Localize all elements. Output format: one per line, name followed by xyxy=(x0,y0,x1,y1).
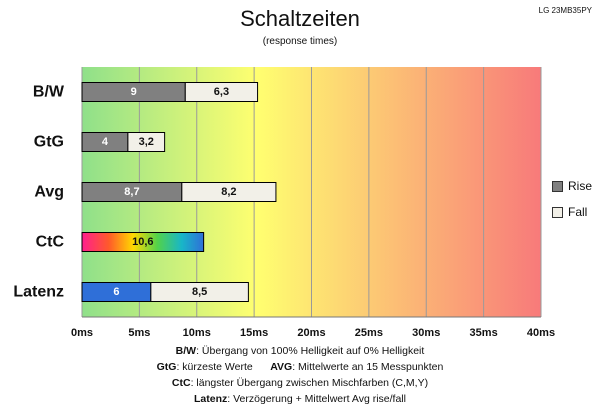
x-tick-label: 40ms xyxy=(527,327,555,339)
x-tick-label: 25ms xyxy=(355,327,383,339)
category-label: B/W xyxy=(33,84,65,101)
legend-rise: Rise xyxy=(552,179,592,193)
chart-title: Schaltzeiten xyxy=(240,6,360,31)
legend-rise-swatch xyxy=(552,180,563,192)
data-label: 8,2 xyxy=(221,186,236,198)
bar-fall xyxy=(127,132,166,152)
x-tick-label: 10ms xyxy=(183,327,211,339)
legend-fall-swatch xyxy=(552,206,563,218)
note-text: : Mittelwerte an 15 Messpunkten xyxy=(292,361,444,373)
bar-fall xyxy=(181,182,277,202)
data-label: 4 xyxy=(102,136,109,148)
data-label: 6 xyxy=(113,286,119,298)
bar-fall xyxy=(184,82,259,102)
note-text: : kürzeste Werte xyxy=(176,361,253,373)
notes: B/W: Übergang von 100% Helligkeit auf 0%… xyxy=(0,343,600,407)
category-label: Latenz xyxy=(13,284,64,301)
category-label: Avg xyxy=(34,184,64,201)
x-tick-label: 5ms xyxy=(128,327,150,339)
note-key: Latenz xyxy=(194,393,228,405)
note-key: CtC xyxy=(171,377,191,389)
data-label: 3,2 xyxy=(139,136,154,148)
legend-rise-label: Rise xyxy=(568,179,593,193)
data-label: 6,3 xyxy=(214,86,229,98)
x-tick-label: 30ms xyxy=(412,327,440,339)
category-labels: B/W GtG Avg CtC Latenz xyxy=(13,84,65,301)
data-label: 8,7 xyxy=(124,186,139,198)
x-tick-label: 20ms xyxy=(297,327,325,339)
x-tick-label: 0ms xyxy=(71,327,93,339)
note-line: Latenz: Verzögerung + Mittelwert Avg ris… xyxy=(0,391,600,407)
bars: 9 6,3 4 3,2 8,7 8,2 10,6 6 8,5 xyxy=(81,82,277,302)
legend-fall-label: Fall xyxy=(568,205,588,219)
data-label: 9 xyxy=(131,86,137,98)
note-key: B/W xyxy=(175,345,197,357)
category-label: CtC xyxy=(36,234,65,251)
x-tick-labels: 0ms 5ms 10ms 15ms 20ms 25ms 30ms 35ms 40ms xyxy=(71,327,555,339)
data-label: 10,6 xyxy=(132,236,153,248)
x-tick-label: 35ms xyxy=(470,327,498,339)
category-label: GtG xyxy=(34,134,64,151)
note-line: GtG: kürzeste Werte AVG: Mittelwerte an … xyxy=(0,359,600,375)
bar-fall xyxy=(150,282,249,302)
note-line: CtC: längster Übergang zwischen Mischfar… xyxy=(0,375,600,391)
note-key: AVG xyxy=(270,361,293,373)
note-text: : Übergang von 100% Helligkeit auf 0% He… xyxy=(196,345,425,357)
note-line: B/W: Übergang von 100% Helligkeit auf 0%… xyxy=(0,343,600,359)
note-text: : längster Übergang zwischen Mischfarben… xyxy=(190,377,429,389)
monitor-model-label: LG 23MB35PY xyxy=(538,6,592,15)
x-tick-label: 15ms xyxy=(240,327,268,339)
legend-fall: Fall xyxy=(552,205,587,219)
chart-subtitle: (response times) xyxy=(262,36,338,47)
note-text: : Verzögerung + Mittelwert Avg rise/fall xyxy=(227,393,406,405)
note-key: GtG xyxy=(156,361,177,373)
bar-rainbow xyxy=(81,232,205,252)
data-label: 8,5 xyxy=(192,286,207,298)
